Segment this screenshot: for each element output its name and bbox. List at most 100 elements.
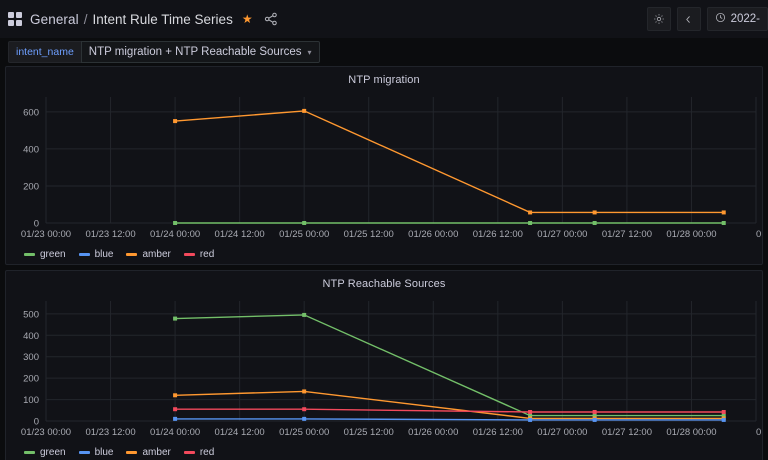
y-tick-label: 100 xyxy=(23,395,39,406)
top-nav-actions: 2022- xyxy=(646,0,768,38)
series-point-blue xyxy=(302,416,307,421)
series-point-green xyxy=(302,312,307,317)
x-tick-label: 01/27 12:00 xyxy=(602,229,652,240)
x-tick-label: 01/28 1 xyxy=(756,229,762,240)
series-point-green xyxy=(592,221,597,225)
legend-item-blue[interactable]: blue xyxy=(78,249,114,260)
y-tick-label: 0 xyxy=(34,417,39,428)
x-tick-label: 01/23 12:00 xyxy=(85,229,135,240)
chart-legend: green blue amber red xyxy=(6,445,762,460)
legend-swatch-green xyxy=(24,451,35,454)
time-range-picker[interactable]: 2022- xyxy=(706,7,768,31)
legend-label: green xyxy=(40,447,66,458)
x-tick-label: 01/26 12:00 xyxy=(473,427,523,438)
y-tick-label: 400 xyxy=(23,331,39,342)
series-point-green xyxy=(302,221,307,225)
apps-grid-icon[interactable] xyxy=(8,12,22,26)
variable-label: intent_name xyxy=(8,41,81,63)
legend-swatch-blue xyxy=(78,253,90,256)
series-point-green xyxy=(173,221,178,225)
series-point-amber xyxy=(302,108,307,113)
legend-label: blue xyxy=(94,249,114,260)
top-navigation-bar: General / Intent Rule Time Series ★ xyxy=(0,0,768,38)
series-line-red xyxy=(175,408,724,413)
legend-label: red xyxy=(199,249,215,260)
legend-label: green xyxy=(40,249,66,260)
legend-swatch-amber xyxy=(126,253,138,256)
legend-swatch-blue xyxy=(78,451,90,454)
dashboard-settings-button[interactable] xyxy=(646,7,671,31)
chart-ntp-reachable-sources[interactable]: 0 100 200 300 400 500 01/23 00:00 01/23 12:00 01… xyxy=(6,293,762,445)
legend-swatch-green xyxy=(24,253,35,256)
time-range-value: 2022- xyxy=(730,13,760,25)
legend-item-blue[interactable]: blue xyxy=(78,447,114,458)
panel-ntp-migration: NTP migration 0 200 400 600 01/23 00:00 01/23… xyxy=(5,66,763,265)
legend-item-green[interactable]: green xyxy=(24,249,66,260)
x-tick-label: 01/26 00:00 xyxy=(408,229,458,240)
legend-swatch-amber xyxy=(126,451,138,454)
chart-ntp-migration[interactable]: 0 200 400 600 01/23 00:00 01/23 12:00 01/24 00… xyxy=(6,89,762,247)
series-point-green xyxy=(721,413,726,418)
x-tick-label: 01/25 12:00 xyxy=(344,427,394,438)
x-tick-label: 01/28 1 xyxy=(756,427,762,438)
legend-label: blue xyxy=(94,447,114,458)
x-tick-label: 01/27 12:00 xyxy=(602,427,652,438)
x-tick-label: 01/27 00:00 xyxy=(537,427,587,438)
time-range-back-button[interactable] xyxy=(676,7,701,31)
legend-item-red[interactable]: red xyxy=(183,249,215,260)
series-point-amber xyxy=(592,210,597,215)
series-point-red xyxy=(721,410,726,414)
series-point-red xyxy=(528,410,533,414)
x-tick-label: 01/24 12:00 xyxy=(215,427,265,438)
x-tick-label: 01/28 00:00 xyxy=(666,229,716,240)
series-point-green xyxy=(528,413,533,418)
legend-swatch-red xyxy=(183,451,195,454)
chart-svg: 0 100 200 300 400 500 01/23 00:00 01/23 12:00 01… xyxy=(21,301,762,438)
series-point-green xyxy=(592,413,597,418)
panel-title: NTP migration xyxy=(348,74,420,86)
legend-item-amber[interactable]: amber xyxy=(126,249,171,260)
series-point-green xyxy=(173,316,178,321)
y-tick-label: 200 xyxy=(23,181,39,192)
y-tick-label: 300 xyxy=(23,352,39,363)
y-tick-label: 0 xyxy=(34,219,39,230)
series-point-amber xyxy=(173,393,178,398)
x-tick-label: 01/25 00:00 xyxy=(279,427,329,438)
chevron-down-icon: ▾ xyxy=(307,47,312,57)
legend-item-green[interactable]: green xyxy=(24,447,66,458)
series-point-green xyxy=(721,221,726,225)
chart-svg: 0 200 400 600 01/23 00:00 01/23 12:00 01/24 00… xyxy=(21,97,762,240)
clock-icon xyxy=(715,12,726,26)
variable-select[interactable]: NTP migration + NTP Reachable Sources ▾ xyxy=(80,41,320,63)
star-icon[interactable]: ★ xyxy=(241,12,253,26)
series-point-blue xyxy=(173,416,178,421)
x-tick-label: 01/24 00:00 xyxy=(150,229,200,240)
x-tick-label: 01/25 12:00 xyxy=(344,229,394,240)
chart-legend: green blue amber red xyxy=(6,247,762,264)
breadcrumb-folder[interactable]: General xyxy=(30,11,79,27)
series-point-red xyxy=(302,407,307,412)
legend-item-red[interactable]: red xyxy=(183,447,215,458)
variable-selected-value: NTP migration + NTP Reachable Sources xyxy=(88,46,302,58)
y-tick-label: 500 xyxy=(23,309,39,320)
series-point-blue xyxy=(721,417,726,422)
legend-item-amber[interactable]: amber xyxy=(126,447,171,458)
x-tick-label: 01/28 00:00 xyxy=(666,427,716,438)
share-icon[interactable] xyxy=(264,12,278,26)
panel-title: NTP Reachable Sources xyxy=(322,278,446,290)
series-point-red xyxy=(173,407,178,412)
page-title[interactable]: Intent Rule Time Series xyxy=(92,11,233,27)
legend-label: red xyxy=(199,447,215,458)
legend-swatch-red xyxy=(183,253,195,256)
x-tick-label: 01/24 12:00 xyxy=(215,229,265,240)
series-point-green xyxy=(528,221,533,225)
series-point-amber xyxy=(173,119,178,124)
series-point-amber xyxy=(302,389,307,394)
series-line-green xyxy=(175,314,724,417)
variable-bar: intent_name NTP migration + NTP Reachabl… xyxy=(0,38,768,66)
x-tick-label: 01/23 00:00 xyxy=(21,427,71,438)
x-tick-label: 01/25 00:00 xyxy=(279,229,329,240)
legend-label: amber xyxy=(142,249,171,260)
legend-label: amber xyxy=(142,447,171,458)
series-line-amber xyxy=(175,390,724,420)
